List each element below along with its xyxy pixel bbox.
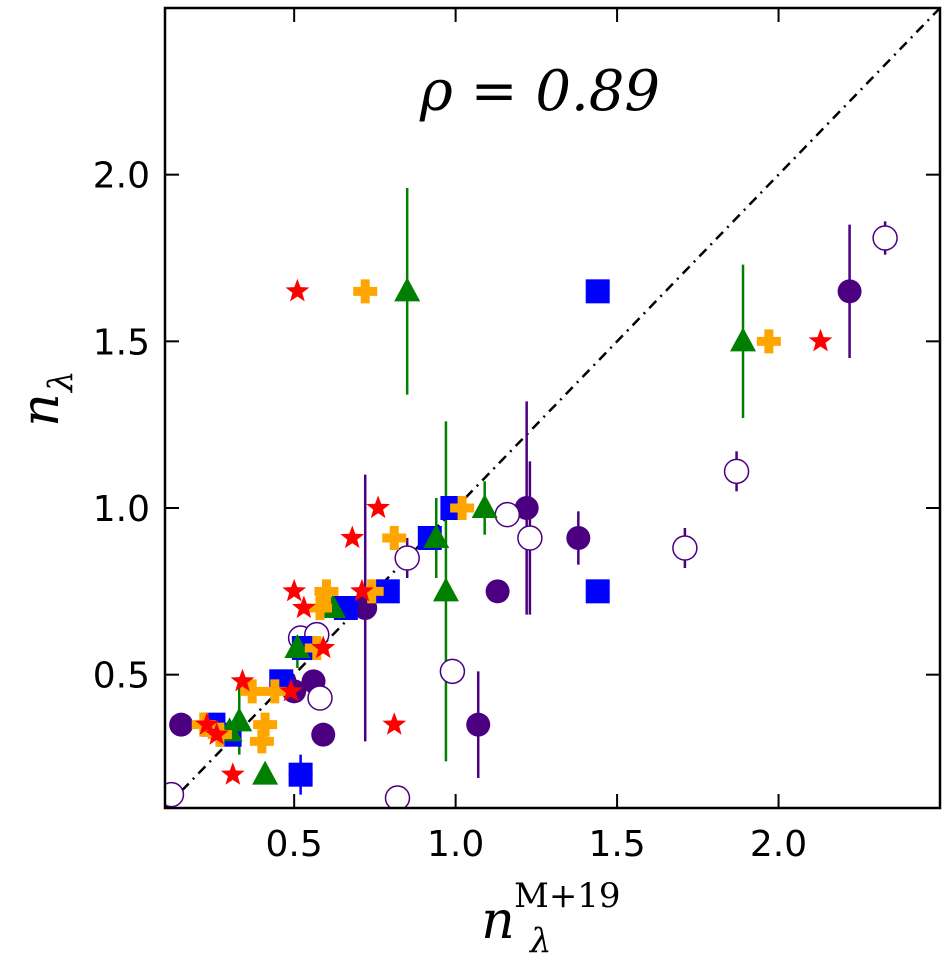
open-circle-point (394, 545, 420, 571)
open-circle-point (494, 501, 521, 528)
star-point (285, 278, 310, 302)
y-tick-label: 1.5 (93, 322, 150, 363)
plus-point (308, 596, 332, 620)
open-circle-point (307, 685, 333, 711)
filled-circle-point (837, 279, 862, 304)
open-circle-point (384, 785, 411, 808)
star-point (195, 712, 219, 735)
x-axis-label: n λ M+19 (481, 876, 620, 961)
star-point (282, 578, 307, 602)
plot-frame (163, 6, 942, 810)
plus-point (353, 279, 378, 304)
x-axis-label-base: n (481, 891, 515, 951)
open-circle-point (165, 781, 185, 808)
triangle-point (394, 277, 421, 302)
open-circle-point (672, 535, 698, 561)
filled-circle-point (169, 712, 194, 737)
y-tick-label: 2.0 (93, 156, 150, 197)
plus-point (756, 329, 781, 354)
triangle-point (730, 327, 757, 352)
filled-circle-point (485, 579, 510, 604)
y-axis-label: n λ (11, 370, 81, 426)
star-point (340, 525, 365, 549)
y-axis-label-sub: λ (41, 370, 81, 394)
star-point (220, 762, 245, 785)
star-point (350, 578, 374, 602)
filled-circle-point (311, 722, 336, 747)
open-circle-point (872, 225, 898, 251)
y-axis-label-base: n (11, 393, 71, 427)
x-tick-label: 2.0 (750, 824, 807, 865)
plus-point (314, 579, 339, 604)
plus-point (359, 579, 384, 604)
star-point (366, 495, 390, 519)
star-point (382, 712, 407, 735)
correlation-annotation: ρ = 0.89 (419, 59, 660, 124)
square-point (288, 762, 313, 787)
x-axis-label-sup: M+19 (514, 876, 621, 916)
x-tick-label: 0.5 (266, 824, 323, 865)
open-circle-point (439, 658, 466, 685)
star-point (292, 595, 316, 619)
square-point (585, 279, 610, 304)
triangle-point (284, 634, 311, 658)
marker-layer (165, 225, 898, 808)
star-point (230, 668, 255, 692)
filled-circle-point (566, 526, 591, 550)
plus-point (262, 679, 287, 704)
plus-point (450, 496, 475, 520)
star-point (311, 635, 336, 659)
y-tick-label: 1.0 (93, 489, 150, 530)
filled-circle-point (466, 712, 491, 737)
star-point (808, 328, 833, 352)
triangle-point (471, 494, 498, 518)
square-point (585, 579, 610, 604)
triangle-point (432, 577, 459, 602)
tick-layer: 0.5 1.0 1.5 2.0 0.5 1.0 1.5 2.0 (93, 8, 940, 865)
plus-point (249, 729, 274, 754)
star-point (279, 678, 303, 702)
plus-point (240, 679, 265, 704)
triangle-point (252, 760, 279, 785)
filled-circle-point (514, 496, 539, 520)
plus-point (253, 712, 278, 737)
open-circle-point (517, 525, 543, 551)
star-point (204, 722, 229, 745)
triangle-point (423, 524, 450, 548)
x-tick-label: 1.5 (588, 824, 645, 865)
triangle-point (226, 707, 253, 732)
x-axis-label-sub: λ (528, 921, 552, 961)
y-tick-label: 0.5 (93, 656, 150, 697)
open-circle-point (723, 458, 750, 485)
x-tick-label: 1.0 (427, 824, 484, 865)
plus-point (382, 526, 407, 550)
